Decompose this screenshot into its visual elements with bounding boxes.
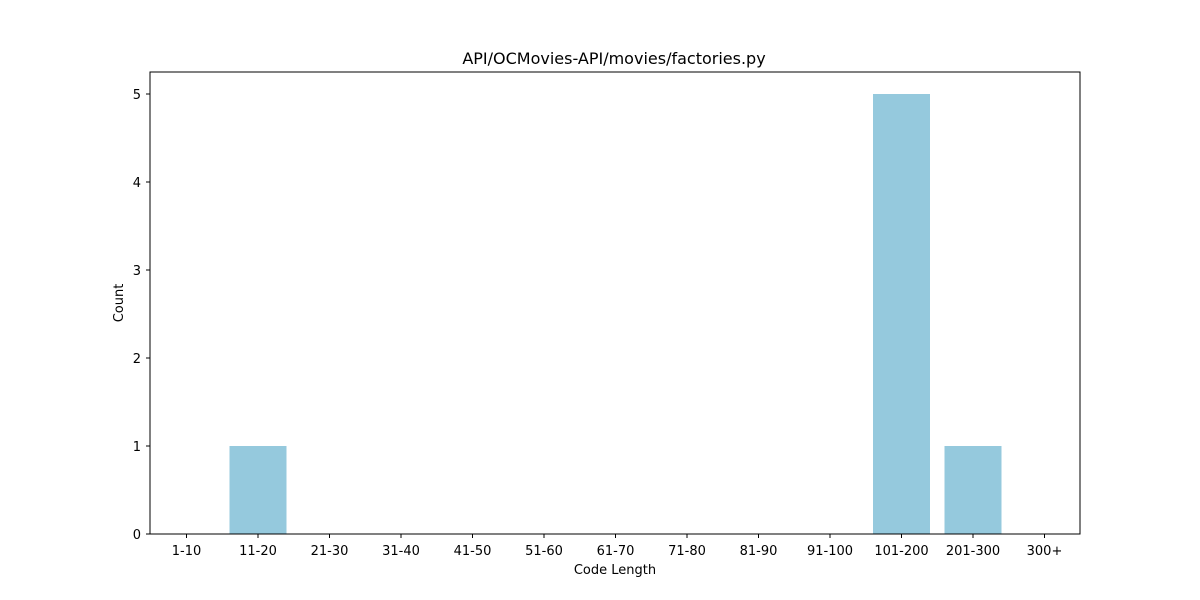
y-axis-label: Count: [112, 284, 127, 323]
x-tick-label: 11-20: [239, 544, 277, 559]
x-tick-label: 21-30: [311, 544, 349, 559]
x-axis-ticks: 1-10 11-20 21-30 31-40 41-50 51-60 61-70 71-80 8…: [172, 534, 1063, 559]
x-tick-label: 1-10: [172, 544, 202, 559]
y-tick-label: 4: [133, 176, 141, 191]
y-tick-label: 0: [133, 528, 141, 543]
bar-101-200: [873, 94, 930, 534]
y-tick-label: 5: [133, 88, 141, 103]
x-tick-label: 300+: [1027, 544, 1063, 559]
y-axis-ticks: 0 1 2 3 4 5: [133, 88, 150, 543]
x-tick-label: 81-90: [740, 544, 778, 559]
x-tick-label: 201-300: [946, 544, 1000, 559]
y-tick-label: 1: [133, 440, 141, 455]
y-tick-label: 2: [133, 352, 141, 367]
x-tick-label: 91-100: [807, 544, 853, 559]
x-tick-label: 41-50: [454, 544, 492, 559]
x-tick-label: 51-60: [525, 544, 563, 559]
x-tick-label: 61-70: [597, 544, 635, 559]
bar-11-20: [229, 446, 287, 534]
bars-group: [229, 94, 1002, 534]
x-axis-label: Code Length: [574, 563, 656, 578]
x-tick-label: 71-80: [668, 544, 706, 559]
bar-201-300: [944, 446, 1002, 534]
x-tick-label: 31-40: [382, 544, 420, 559]
x-tick-label: 101-200: [874, 544, 928, 559]
y-tick-label: 3: [133, 264, 141, 279]
plot-frame: [149, 71, 1081, 535]
chart-title: API/OCMovies-API/movies/factories.py: [462, 49, 765, 68]
